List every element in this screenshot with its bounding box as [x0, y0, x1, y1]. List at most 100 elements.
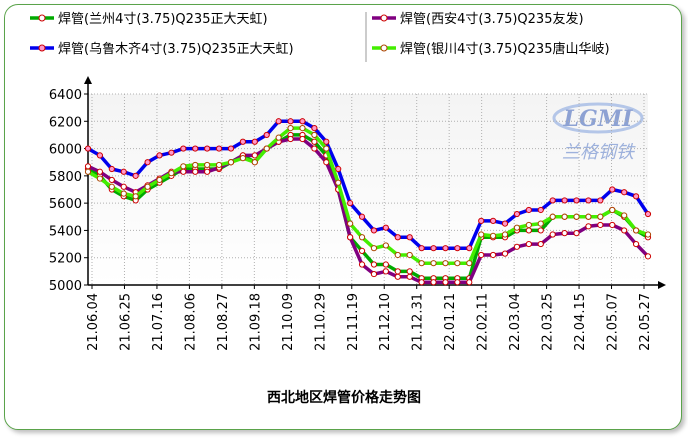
x-tick-label: 21.09.18 — [248, 293, 263, 351]
data-point — [382, 224, 389, 231]
legend-label: 焊管(兰州4寸(3.75)Q235正大天虹) — [58, 11, 268, 27]
data-point — [370, 227, 378, 234]
data-point — [311, 138, 318, 145]
data-point — [406, 273, 413, 280]
data-point — [204, 168, 211, 175]
data-point — [287, 125, 294, 132]
data-point — [561, 230, 568, 237]
data-point — [156, 176, 163, 184]
data-point — [406, 268, 413, 275]
data-point — [299, 125, 306, 132]
x-tick-label: 21.11.19 — [346, 293, 361, 351]
data-point — [442, 245, 449, 252]
data-point — [287, 135, 294, 143]
data-point — [644, 210, 652, 218]
data-point — [120, 183, 127, 190]
data-point — [632, 240, 640, 248]
data-point — [621, 189, 628, 196]
data-point — [358, 247, 366, 254]
x-tick-label: 21.06.04 — [86, 293, 101, 351]
x-tick-label: 21.10.09 — [281, 293, 296, 351]
data-point — [525, 206, 532, 214]
data-point — [466, 260, 473, 267]
data-point — [561, 197, 568, 204]
legend-label: 焊管(西安4寸(3.75)Q235友发) — [400, 11, 584, 27]
data-point — [537, 220, 544, 227]
data-point — [573, 230, 580, 237]
x-tick-label: 21.12.31 — [411, 293, 426, 351]
data-point — [513, 243, 521, 250]
series-4 — [84, 125, 652, 267]
x-tick-label: 22.03.25 — [541, 293, 556, 351]
data-point — [394, 234, 401, 241]
x-tick-label: 21.12.10 — [378, 293, 393, 351]
data-point — [478, 217, 485, 224]
data-point — [382, 242, 389, 249]
data-point — [537, 227, 544, 234]
data-point — [347, 200, 354, 207]
data-point — [454, 279, 461, 286]
y-tick-label: 5400 — [49, 224, 82, 239]
legend-item: 焊管(乌鲁木齐4寸(3.75)Q235正大天虹) — [30, 41, 294, 57]
data-point — [311, 125, 318, 132]
data-point — [311, 131, 318, 139]
data-point — [96, 152, 104, 159]
data-point — [406, 234, 413, 241]
data-point — [204, 161, 211, 169]
legend-marker — [38, 14, 46, 22]
y-tick-label: 5600 — [49, 197, 82, 212]
data-point — [537, 206, 544, 214]
data-point — [466, 279, 473, 286]
data-point — [597, 213, 604, 220]
data-point — [573, 213, 580, 220]
data-point — [501, 220, 509, 227]
data-point — [132, 172, 139, 179]
data-point — [442, 279, 449, 286]
data-point — [525, 227, 532, 234]
data-point — [299, 135, 306, 143]
series-group — [84, 118, 652, 286]
legend-marker — [380, 14, 388, 22]
data-point — [609, 221, 616, 229]
plot-area — [88, 94, 648, 285]
data-point — [394, 268, 401, 275]
data-point — [156, 152, 163, 159]
data-point — [287, 118, 294, 125]
data-point — [358, 234, 366, 241]
data-point — [466, 245, 473, 252]
data-point — [84, 163, 92, 170]
data-point — [239, 138, 246, 145]
data-point — [632, 227, 640, 234]
data-point — [275, 134, 282, 141]
data-point — [96, 175, 104, 182]
y-tick-label: 5000 — [49, 279, 82, 294]
y-tick-label: 5200 — [49, 252, 82, 267]
data-point — [394, 273, 401, 280]
data-point — [549, 231, 556, 238]
data-point — [537, 240, 544, 248]
data-point — [323, 138, 330, 145]
data-point — [239, 155, 246, 162]
data-point — [597, 197, 604, 204]
data-point — [323, 159, 330, 166]
data-point — [251, 159, 258, 166]
data-point — [370, 245, 378, 252]
x-tick-label: 22.02.11 — [476, 293, 491, 351]
x-tick-label: 22.04.15 — [573, 293, 588, 351]
data-point — [454, 245, 461, 252]
data-point — [108, 176, 115, 184]
data-point — [418, 245, 425, 252]
data-point — [370, 270, 378, 278]
data-point — [609, 206, 616, 214]
data-point — [108, 183, 115, 190]
data-point — [120, 168, 127, 175]
data-point — [347, 234, 354, 241]
legend-item: 焊管(西安4寸(3.75)Q235友发) — [372, 11, 584, 27]
data-point — [251, 152, 258, 159]
data-point — [108, 165, 115, 173]
logo-subtext: 兰格钢铁 — [562, 142, 636, 163]
data-point — [430, 279, 437, 286]
data-point — [585, 213, 592, 220]
axes — [84, 76, 666, 289]
data-point — [96, 168, 104, 175]
